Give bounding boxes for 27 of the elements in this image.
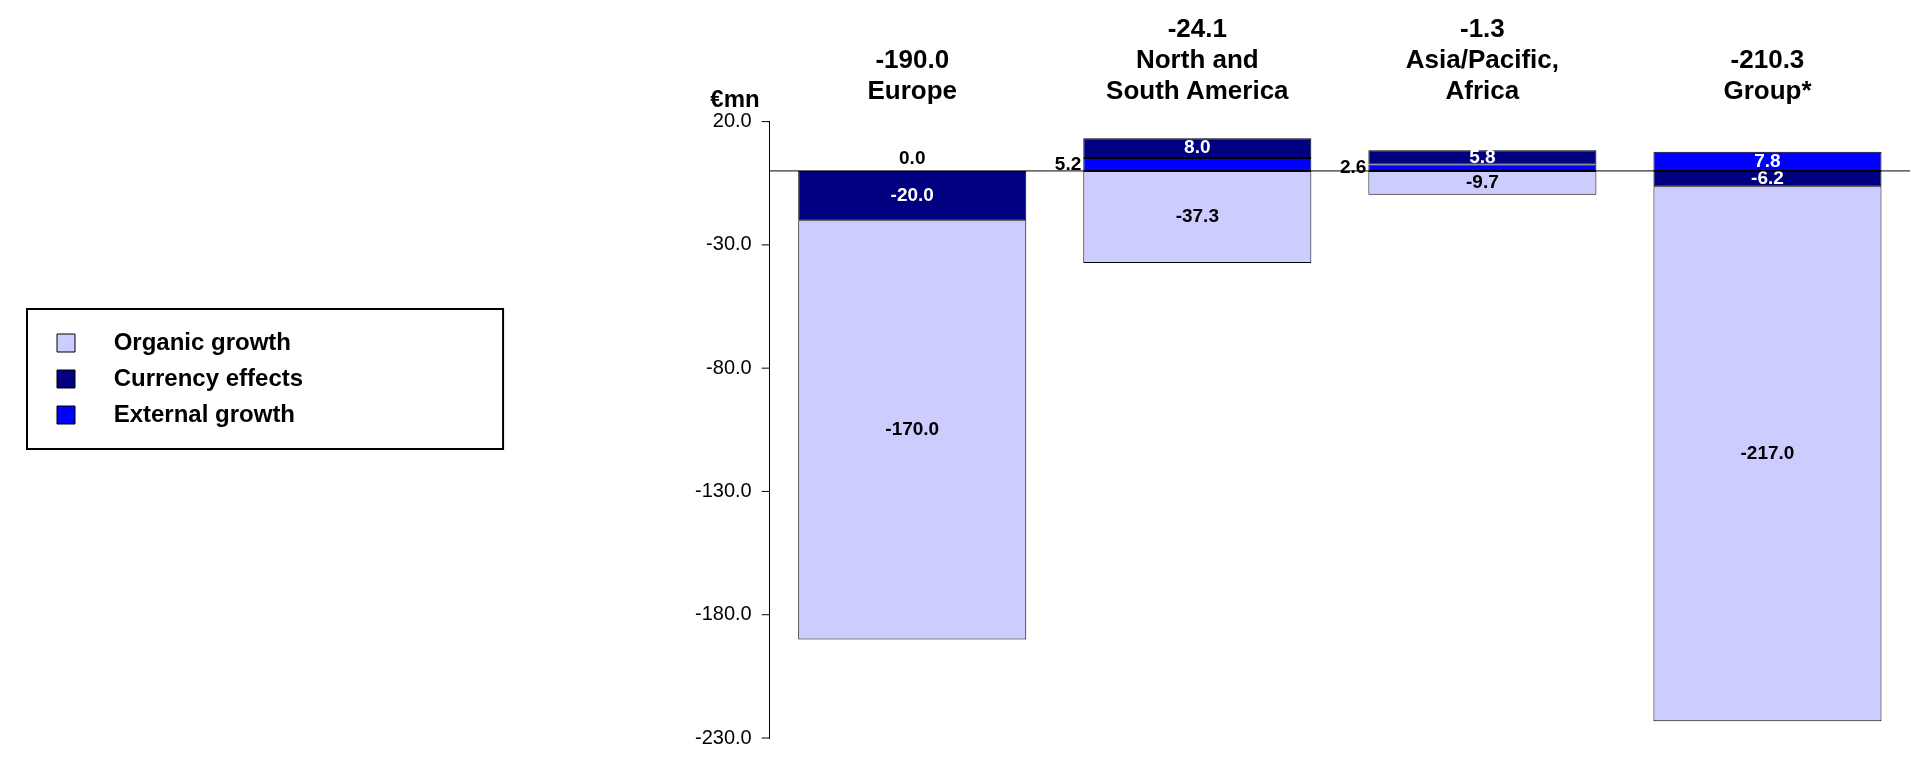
- y-tick-label: -130.0: [694, 478, 752, 501]
- data-label: 5.8: [1469, 145, 1496, 167]
- y-tick-label: 20.0: [712, 109, 752, 132]
- x-tick-label: Asia/Pacific, Africa: [1405, 43, 1559, 106]
- text: -1.3: [1459, 12, 1505, 43]
- x-tick-label: Group*: [1723, 75, 1813, 106]
- text: -24.1: [1167, 12, 1227, 43]
- data-label: -170.0: [885, 418, 940, 440]
- legend-label: External growth: [87, 399, 296, 427]
- text: -210.3: [1730, 43, 1805, 74]
- data-label: 5.2: [1054, 152, 1082, 174]
- y-tick-label: -230.0: [694, 725, 752, 748]
- x-tick-label: Europe: [867, 75, 958, 106]
- y-tick-label: -80.0: [706, 355, 752, 378]
- data-label: -20.0: [890, 183, 934, 205]
- y-tick-label: -180.0: [694, 602, 752, 625]
- data-label: 0.0: [899, 147, 926, 169]
- data-label: -9.7: [1466, 171, 1499, 193]
- y-axis-title: €mn: [710, 84, 760, 112]
- data-label: -37.3: [1175, 205, 1219, 227]
- legend-label: Currency effects: [87, 363, 304, 391]
- x-tick-label: North and South America: [1106, 43, 1290, 106]
- data-label: -217.0: [1740, 441, 1795, 463]
- text: -190.0: [875, 43, 950, 74]
- data-label: 8.0: [1184, 136, 1211, 158]
- legend-label: Organic growth: [87, 327, 292, 355]
- y-tick-label: -30.0: [706, 232, 752, 255]
